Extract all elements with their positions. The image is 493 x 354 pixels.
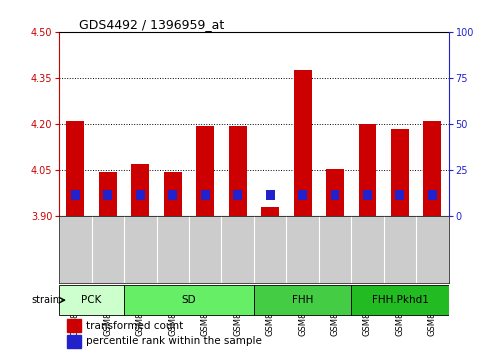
Bar (423, 121, 441, 216)
Bar (233, 190, 242, 200)
Bar (67, 121, 84, 216)
Bar (326, 169, 344, 216)
Bar (59, 285, 124, 315)
Text: FHH: FHH (292, 295, 313, 305)
Bar (99, 172, 117, 216)
Bar (358, 124, 377, 216)
Bar (71, 190, 80, 200)
Bar (67, 335, 80, 348)
Bar (266, 190, 275, 200)
Bar (391, 129, 409, 216)
Text: PCK: PCK (81, 295, 102, 305)
Bar (261, 207, 279, 216)
Bar (254, 285, 351, 315)
Text: GDS4492 / 1396959_at: GDS4492 / 1396959_at (79, 18, 224, 31)
Text: SD: SD (182, 295, 196, 305)
Bar (331, 190, 340, 200)
Bar (196, 126, 214, 216)
Bar (131, 164, 149, 216)
Bar (298, 190, 307, 200)
Bar (229, 126, 246, 216)
Text: FHH.Pkhd1: FHH.Pkhd1 (372, 295, 428, 305)
Bar (294, 70, 312, 216)
Bar (201, 190, 210, 200)
Bar (124, 285, 254, 315)
Text: transformed count: transformed count (86, 321, 184, 331)
Bar (104, 190, 112, 200)
Bar (136, 190, 145, 200)
Bar (351, 285, 449, 315)
Bar (363, 190, 372, 200)
Text: percentile rank within the sample: percentile rank within the sample (86, 336, 262, 347)
Bar (164, 172, 182, 216)
Bar (168, 190, 177, 200)
Text: strain: strain (31, 295, 59, 305)
Bar (428, 190, 437, 200)
Bar (67, 319, 80, 332)
Bar (395, 190, 404, 200)
